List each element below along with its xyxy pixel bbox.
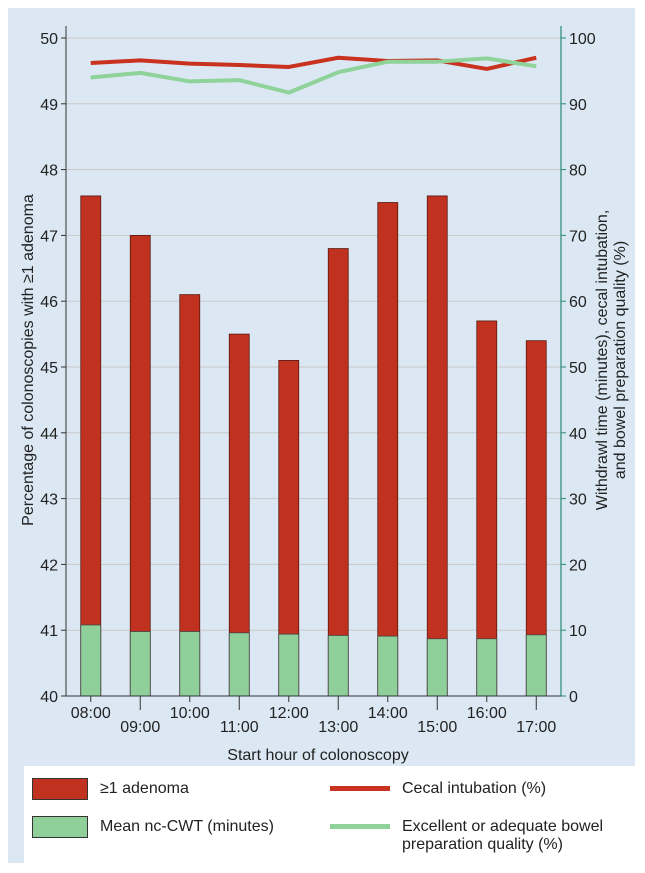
x-tick-label: 08:00 xyxy=(71,705,111,722)
y-right-tick-label: 30 xyxy=(569,492,587,509)
y-left-tick-label: 46 xyxy=(40,294,58,311)
line-layer xyxy=(90,55,537,95)
bar-cwt xyxy=(525,634,547,697)
chart-figure: 40 41 42 43 44 45 46 47 48 49 50 0 10 20 30 40 50 60 70 80 9… xyxy=(8,8,635,863)
y-axis-right-label-line2: and bowel preparation quality (%) xyxy=(612,241,629,479)
bar-cwt xyxy=(80,624,102,697)
bar-cwt xyxy=(179,631,201,697)
y-left-tick-label: 50 xyxy=(40,31,58,48)
bar-cwt xyxy=(377,635,399,697)
bar-adenoma xyxy=(80,195,102,697)
legend-swatch-adenoma xyxy=(32,778,88,800)
bar-adenoma xyxy=(327,248,349,697)
x-tick-label: 11:00 xyxy=(220,719,259,736)
x-axis-label: Start hour of colonoscopy xyxy=(227,747,408,764)
y-axis-right-label-line1: Withdrawl time (minutes), cecal intubati… xyxy=(594,210,611,511)
y-right-tick-label: 10 xyxy=(569,623,587,640)
line-cecal-intubation xyxy=(90,55,537,71)
y-left-tick-label: 47 xyxy=(40,228,58,245)
y-right-tick-label: 20 xyxy=(569,557,587,574)
legend: ≥1 adenoma Mean nc-CWT (minutes) Cecal i… xyxy=(24,766,635,863)
y-right-tick-label: 0 xyxy=(569,689,578,706)
x-tick-label: 13:00 xyxy=(318,719,358,736)
y-left-tick-label: 41 xyxy=(40,623,58,640)
legend-label-cwt: Mean nc-CWT (minutes) xyxy=(100,818,274,835)
legend-item-cwt: Mean nc-CWT (minutes) xyxy=(32,816,274,838)
y-right-tick-label: 100 xyxy=(569,31,596,48)
bar-adenoma xyxy=(129,234,151,697)
chart-svg: 40 41 42 43 44 45 46 47 48 49 50 0 10 20 30 40 50 60 70 80 9… xyxy=(20,26,629,764)
x-tick-label: 09:00 xyxy=(120,719,160,736)
bar-adenoma xyxy=(377,202,399,697)
bar-cwt xyxy=(228,632,250,697)
y-right-tick-label: 70 xyxy=(569,228,587,245)
bar-adenoma xyxy=(426,195,448,697)
bar-cwt xyxy=(278,633,300,697)
legend-label-prep: Excellent or adequate bowel preparation … xyxy=(402,818,604,853)
legend-swatch-cwt xyxy=(32,816,88,838)
y-right-tick-label: 90 xyxy=(569,97,587,114)
legend-item-prep: Excellent or adequate bowel preparation … xyxy=(330,816,632,854)
y-left-tick-label: 49 xyxy=(40,97,58,114)
y-left-tick-label: 45 xyxy=(40,360,58,377)
y-left-tick-label: 40 xyxy=(40,689,58,706)
y-axis-left-label: Percentage of colonoscopies with ≥1 aden… xyxy=(20,194,37,526)
line-prep-quality xyxy=(90,56,537,95)
legend-label-cecal: Cecal intubation (%) xyxy=(402,780,547,797)
y-left-tick-label: 48 xyxy=(40,163,58,180)
y-right-tick-label: 40 xyxy=(569,426,587,443)
legend-swatch-prep xyxy=(330,824,390,829)
bar-layer xyxy=(80,195,547,697)
legend-item-cecal: Cecal intubation (%) xyxy=(330,778,546,798)
y-right-tick-label: 50 xyxy=(569,360,587,377)
bar-cwt xyxy=(476,638,498,697)
x-tick-label: 10:00 xyxy=(170,705,210,722)
axis-layer: 40 41 42 43 44 45 46 47 48 49 50 0 10 20 30 40 50 60 70 80 9… xyxy=(40,26,596,736)
bar-cwt xyxy=(129,631,151,697)
y-left-tick-label: 43 xyxy=(40,492,58,509)
x-tick-label: 12:00 xyxy=(269,705,309,722)
x-tick-label: 14:00 xyxy=(368,705,408,722)
bar-cwt xyxy=(327,635,349,697)
x-tick-label: 16:00 xyxy=(467,705,507,722)
y-right-tick-label: 80 xyxy=(569,163,587,180)
y-left-tick-label: 44 xyxy=(40,426,58,443)
x-tick-label: 17:00 xyxy=(516,719,556,736)
legend-swatch-cecal xyxy=(330,786,390,791)
y-left-tick-label: 42 xyxy=(40,557,58,574)
legend-label-adenoma: ≥1 adenoma xyxy=(100,780,189,797)
legend-item-adenoma: ≥1 adenoma xyxy=(32,778,189,800)
bar-cwt xyxy=(426,638,448,697)
x-tick-label: 15:00 xyxy=(417,719,457,736)
y-right-tick-label: 60 xyxy=(569,294,587,311)
